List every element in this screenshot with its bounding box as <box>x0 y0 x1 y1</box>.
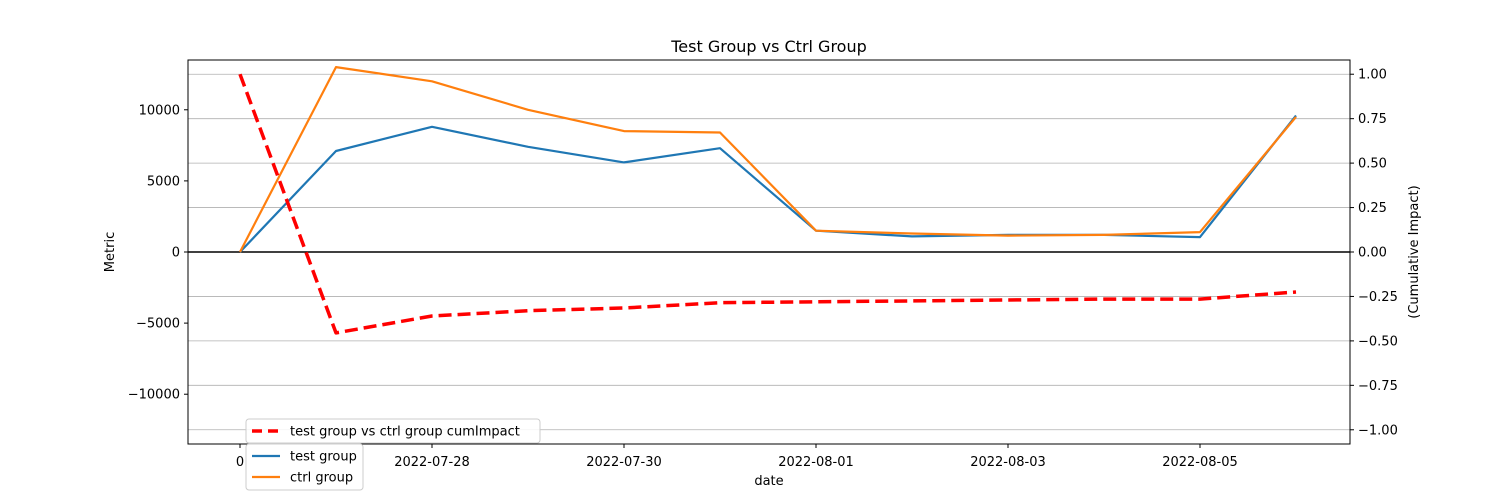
legend-label: ctrl group <box>290 471 353 486</box>
x-tick-label: 0 <box>236 455 244 470</box>
legend-box <box>245 418 541 444</box>
x-tick-label: 2022-08-01 <box>778 455 854 470</box>
y2-tick-label: −0.25 <box>1358 290 1398 305</box>
y2-tick-label: −0.50 <box>1358 334 1398 349</box>
legend-label: test group vs ctrl group cumImpact <box>290 425 520 440</box>
legend: test group vs ctrl group cumImpact test g… <box>245 418 541 491</box>
y2-tick-label: −0.75 <box>1358 379 1398 394</box>
y2-tick-label: 1.00 <box>1358 68 1387 83</box>
x-tick-label: 2022-07-30 <box>586 455 662 470</box>
axes: −10000 −5000 0 5000 10000 −1.00 −0.75 −0.50 −0.2… <box>128 68 1398 470</box>
y2-tick-label: 0.00 <box>1358 246 1387 261</box>
grid-lines <box>188 73 1350 431</box>
y-axis-label: Metric <box>103 232 118 272</box>
series-layer <box>238 65 1297 335</box>
y2-tick-label: −1.00 <box>1358 423 1398 438</box>
y-tick-label: 0 <box>172 246 180 261</box>
x-tick-label: 2022-07-28 <box>394 455 470 470</box>
legend-label: test group <box>290 450 357 465</box>
y2-tick-label: 0.25 <box>1358 201 1387 216</box>
series-line-1 <box>239 65 1297 253</box>
y-tick-label: −5000 <box>136 317 180 332</box>
chart-title: Test Group vs Ctrl Group <box>670 37 867 56</box>
y2-tick-label: 0.75 <box>1358 112 1387 127</box>
series-line-0 <box>239 114 1297 253</box>
series-line-2 <box>238 73 1297 335</box>
y-tick-label: 5000 <box>147 174 180 189</box>
x-axis-label: date <box>754 474 783 489</box>
y-tick-label: −10000 <box>128 388 180 403</box>
y2-axis-label: (Cumulative Impact) <box>1407 185 1422 318</box>
x-tick-label: 2022-08-05 <box>1162 455 1238 470</box>
y-tick-label: 10000 <box>139 103 180 118</box>
y2-tick-label: 0.50 <box>1358 157 1387 172</box>
x-tick-label: 2022-08-03 <box>970 455 1046 470</box>
